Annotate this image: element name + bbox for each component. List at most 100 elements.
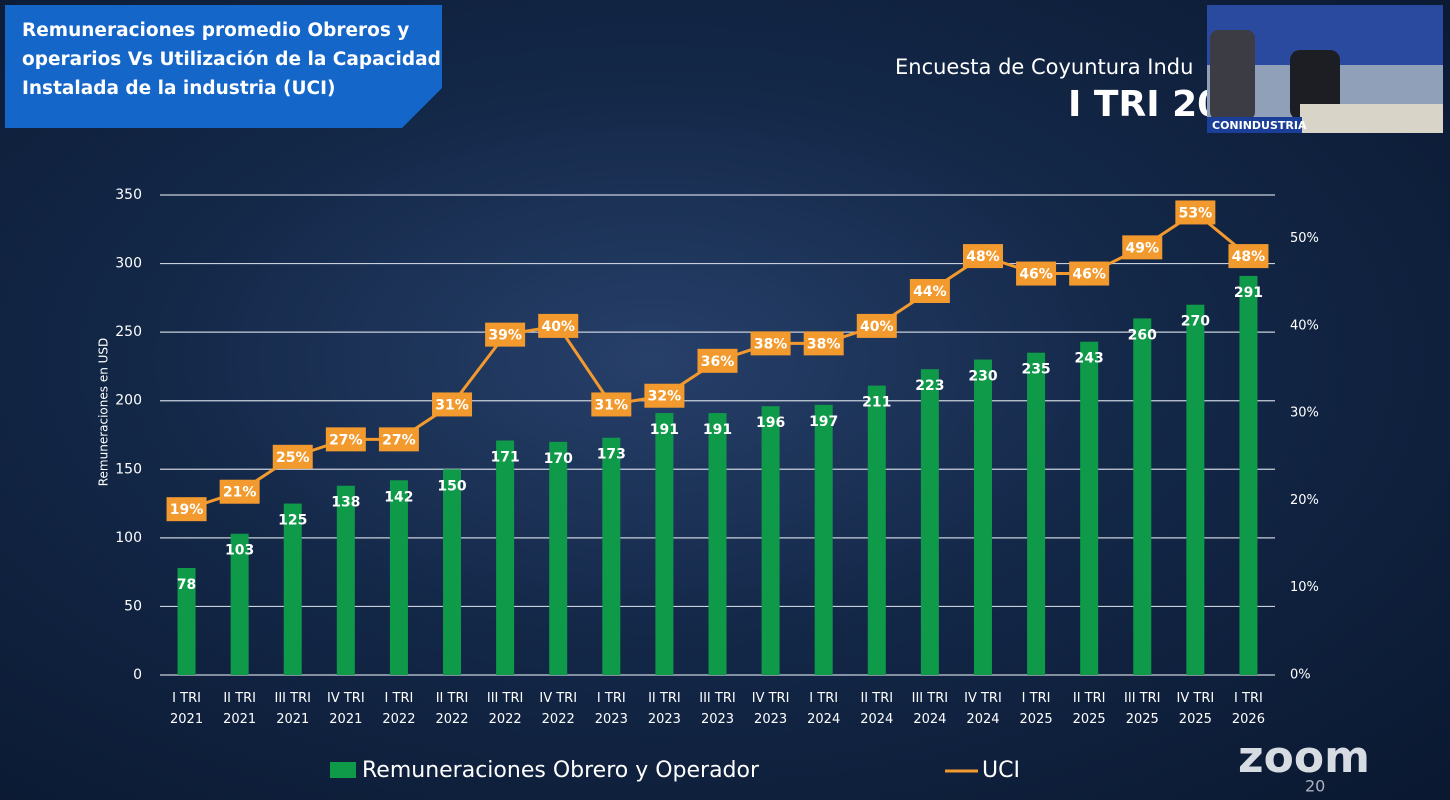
bar	[868, 386, 886, 675]
bar-value-label: 173	[597, 447, 626, 463]
webcam-person	[1210, 30, 1255, 120]
bar	[655, 413, 673, 675]
line-value-label: 27%	[382, 432, 416, 448]
bar	[284, 504, 302, 675]
survey-period: I TRI 20	[1068, 84, 1222, 125]
line-value-label: 31%	[595, 397, 629, 413]
bar	[390, 480, 408, 675]
bar-value-label: 230	[968, 369, 997, 385]
x-tick-label: I TRI2022	[382, 691, 415, 727]
y2-tick-label: 0%	[1290, 668, 1311, 683]
y2-tick-label: 30%	[1290, 406, 1319, 421]
x-tick-label: I TRI2026	[1232, 691, 1265, 727]
bar-value-label: 142	[384, 489, 413, 505]
bar	[549, 442, 567, 675]
bar-value-label: 170	[544, 451, 573, 467]
line-value-label: 49%	[1126, 240, 1160, 256]
bar	[602, 438, 620, 675]
legend-label: UCI	[982, 758, 1020, 783]
bar-value-label: 125	[278, 513, 307, 529]
line-value-label: 27%	[329, 432, 363, 448]
y-tick-label: 300	[115, 256, 142, 272]
bar-value-label: 138	[331, 495, 360, 511]
bar-value-label: 191	[703, 422, 732, 438]
y-tick-label: 250	[115, 324, 142, 340]
line-value-label: 53%	[1179, 205, 1213, 221]
y-tick-label: 350	[115, 187, 142, 203]
survey-title: Encuesta de Coyuntura Indu	[895, 55, 1193, 79]
y-tick-label: 0	[133, 667, 142, 683]
y-tick-label: 150	[115, 461, 142, 477]
bar-value-label: 223	[915, 378, 944, 394]
line-value-label: 44%	[913, 284, 947, 300]
slide-title: Remuneraciones promedio Obreros y operar…	[22, 16, 442, 103]
y-tick-label: 200	[115, 393, 142, 409]
bar	[496, 440, 514, 675]
bar	[1239, 276, 1257, 675]
bar-value-label: 196	[756, 415, 785, 431]
bar-value-label: 197	[809, 414, 838, 430]
bar-value-label: 235	[1021, 362, 1050, 378]
bar	[974, 360, 992, 675]
bar-value-label: 270	[1181, 314, 1210, 330]
bar	[815, 405, 833, 675]
line-value-label: 40%	[541, 319, 575, 335]
webcam-table	[1300, 104, 1443, 133]
line-value-label: 36%	[701, 354, 735, 370]
line-value-label: 48%	[966, 249, 1000, 265]
line-value-label: 46%	[1019, 267, 1053, 283]
bar-value-label: 291	[1234, 285, 1263, 301]
bar	[921, 369, 939, 675]
bar-value-label: 171	[491, 449, 520, 465]
bar	[443, 469, 461, 675]
screen: Encuesta de Coyuntura Indu I TRI 20 CONI…	[0, 0, 1450, 800]
line-value-label: 38%	[807, 336, 841, 352]
y2-tick-label: 40%	[1290, 318, 1319, 333]
x-tick-label: III TRI2024	[912, 691, 948, 727]
bar	[337, 486, 355, 675]
bar-value-label: 103	[225, 543, 254, 559]
line-value-label: 38%	[754, 336, 788, 352]
bar-value-label: 243	[1075, 351, 1104, 367]
bar	[1186, 305, 1204, 675]
bar	[1080, 342, 1098, 675]
chart: Encuesta de Coyuntura Indu I TRI 20 CONI…	[0, 0, 1450, 800]
line-value-label: 19%	[170, 502, 204, 518]
line-value-label: 46%	[1072, 267, 1106, 283]
bar	[1027, 353, 1045, 675]
webcam-label: CONINDUSTRIA	[1212, 119, 1307, 132]
x-tick-label: III TRI2025	[1124, 691, 1160, 727]
bar-value-label: 211	[862, 395, 891, 411]
bar	[762, 406, 780, 675]
line-value-label: 48%	[1232, 249, 1266, 265]
bar	[709, 413, 727, 675]
line-value-label: 40%	[860, 319, 894, 335]
bar-value-label: 150	[437, 478, 466, 494]
bar-value-label: 78	[177, 577, 196, 593]
line-value-label: 39%	[488, 328, 522, 344]
y-tick-label: 50	[124, 598, 142, 614]
y2-tick-label: 20%	[1290, 493, 1319, 508]
bar-value-label: 260	[1128, 327, 1157, 343]
bar-value-label: 191	[650, 422, 679, 438]
legend-swatch	[330, 762, 356, 778]
y-axis-label: Remuneraciones en USD	[97, 338, 111, 487]
y-tick-label: 100	[115, 530, 142, 546]
y2-tick-label: 50%	[1290, 231, 1319, 246]
